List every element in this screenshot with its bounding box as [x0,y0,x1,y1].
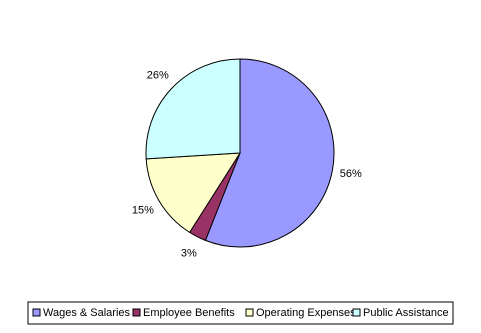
data-label: 15% [132,204,154,216]
data-label: 56% [340,168,362,180]
data-label: 26% [147,70,169,82]
pie-slice [204,58,335,248]
data-label: 3% [181,247,197,259]
legend-box [27,301,454,325]
legend-swatch [132,308,141,317]
pie-slice [145,152,241,234]
legend-label: Public Assistance [363,307,449,319]
legend-label: Wages & Salaries [43,307,131,319]
legend-swatch [352,308,361,317]
legend-swatch [245,308,254,317]
pie-slice [145,58,241,160]
legend-label: Operating Expenses [256,307,356,319]
legend-swatch [32,308,41,317]
legend-label: Employee Benefits [143,307,235,319]
